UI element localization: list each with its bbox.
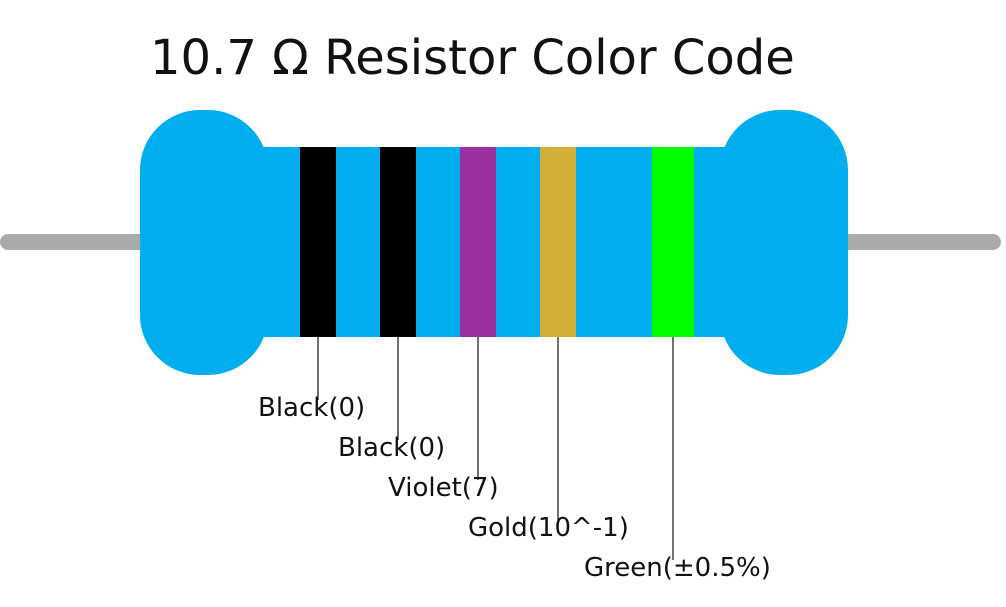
band-3-violet [460, 147, 496, 337]
band-1-black [300, 147, 336, 337]
left-end-cap [140, 110, 268, 375]
band-5-label: Green(±0.5%) [584, 553, 771, 583]
band-5-green [652, 147, 694, 337]
band-2-black [380, 147, 416, 337]
band-4-gold [540, 147, 576, 337]
band-4-label: Gold(10^-1) [468, 513, 629, 543]
page-title: 10.7 Ω Resistor Color Code [150, 30, 795, 86]
band-3-label: Violet(7) [388, 473, 499, 503]
band-labels: Black(0) Black(0) Violet(7) Gold(10^-1) Gree… [258, 393, 771, 583]
band-leader-lines [317, 337, 674, 560]
band-2-label: Black(0) [338, 433, 445, 463]
band-1-label: Black(0) [258, 393, 365, 423]
right-end-cap [720, 110, 848, 375]
color-bands [300, 147, 694, 337]
